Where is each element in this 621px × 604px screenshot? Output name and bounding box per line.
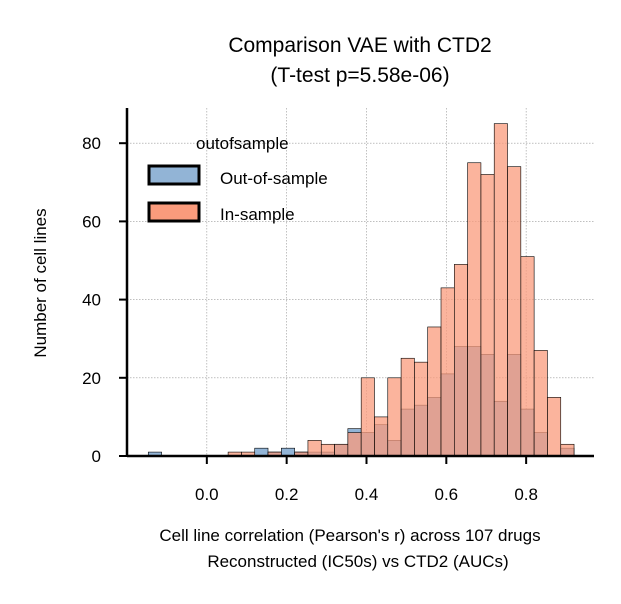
legend-label-in-sample: In-sample bbox=[220, 205, 295, 224]
legend-title: outofsample bbox=[196, 134, 289, 153]
bar-in-sample-10 bbox=[387, 377, 402, 457]
bar-in-sample-16 bbox=[467, 162, 482, 457]
legend-label-out-of-sample: Out-of-sample bbox=[220, 169, 328, 188]
y-tick-label-3: 60 bbox=[82, 212, 101, 231]
x-axis-label-line-1: Cell line correlation (Pearson's r) acro… bbox=[159, 526, 540, 545]
x-axis-label-line-2: Reconstructed (IC50s) vs CTD2 (AUCs) bbox=[207, 552, 508, 571]
bar-in-sample-20 bbox=[520, 256, 535, 457]
chart-title-line-1: Comparison VAE with CTD2 bbox=[228, 34, 491, 57]
bar-in-sample-14 bbox=[440, 287, 455, 457]
bar-in-sample-19 bbox=[507, 166, 522, 457]
y-tick-label-2: 40 bbox=[82, 291, 101, 310]
y-tick-label-1: 20 bbox=[82, 369, 101, 388]
chart-title-line-2: (T-test p=5.58e-06) bbox=[270, 64, 449, 87]
bar-in-sample-7 bbox=[347, 432, 362, 457]
bar-in-sample-13 bbox=[427, 326, 442, 457]
bar-in-sample-17 bbox=[480, 174, 495, 457]
x-tick-label-4: 0.8 bbox=[514, 485, 538, 504]
x-tick-label-3: 0.6 bbox=[434, 485, 458, 504]
bar-in-sample-18 bbox=[493, 123, 508, 457]
bar-in-sample-9 bbox=[374, 416, 389, 457]
x-tick-label-2: 0.4 bbox=[355, 485, 379, 504]
axes bbox=[125, 108, 594, 458]
bar-in-sample-5 bbox=[320, 443, 335, 457]
chart-title: Comparison VAE with CTD2 (T-test p=5.58e… bbox=[228, 34, 491, 87]
bar-in-sample-4 bbox=[307, 440, 322, 457]
bar-in-sample-21 bbox=[533, 350, 548, 457]
bar-in-sample-15 bbox=[453, 264, 468, 457]
legend: outofsample Out-of-sample In-sample bbox=[147, 134, 328, 224]
bar-in-sample-11 bbox=[400, 357, 415, 457]
bar-in-sample-8 bbox=[360, 377, 375, 457]
bar-in-sample-6 bbox=[334, 443, 349, 457]
ticks: 0.0 0.2 0.4 0.6 0.8 0 20 40 60 80 bbox=[82, 134, 538, 504]
legend-swatch-out-of-sample bbox=[147, 164, 201, 186]
in-sample-bars bbox=[227, 123, 575, 457]
legend-swatch-in-sample bbox=[147, 201, 201, 223]
bar-in-sample-22 bbox=[547, 397, 562, 457]
bar-in-sample-23 bbox=[560, 443, 575, 457]
bar-in-sample-12 bbox=[414, 361, 428, 457]
x-tick-label-1: 0.2 bbox=[275, 485, 299, 504]
x-tick-label-0: 0.0 bbox=[195, 485, 219, 504]
y-tick-label-4: 80 bbox=[82, 134, 101, 153]
y-tick-label-0: 0 bbox=[92, 447, 101, 466]
y-axis-label: Number of cell lines bbox=[31, 208, 50, 357]
